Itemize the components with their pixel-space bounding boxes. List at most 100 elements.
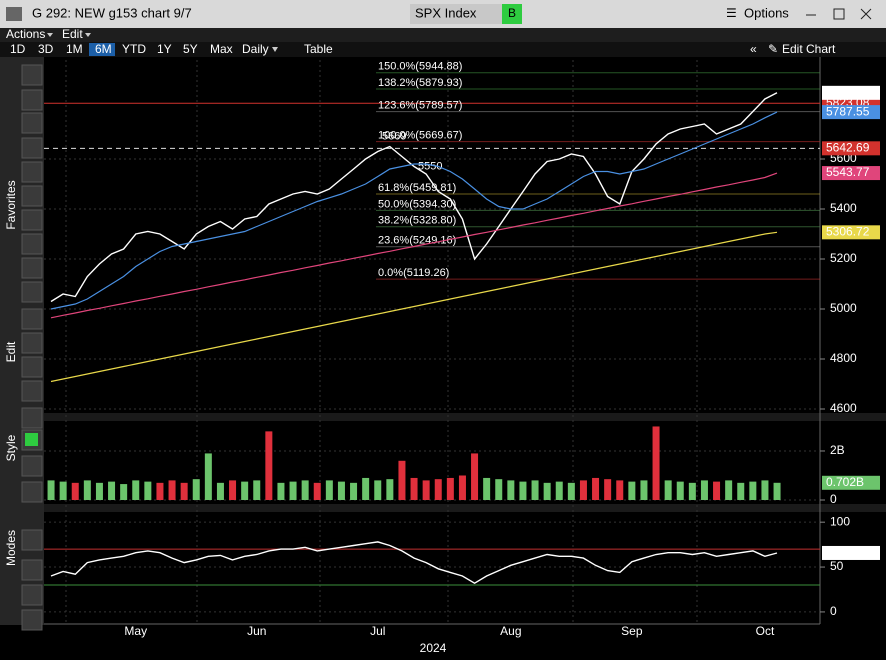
value-box-label: 5306.72 xyxy=(826,224,870,238)
volume-bar xyxy=(592,477,600,500)
tool-icon[interactable] xyxy=(21,356,43,378)
tool-icon[interactable] xyxy=(21,89,43,111)
tool-icon[interactable] xyxy=(21,185,43,207)
range-button[interactable]: 3D xyxy=(38,42,54,56)
volume-bar xyxy=(749,481,757,500)
edit-chart[interactable]: Edit Chart xyxy=(782,42,836,56)
volume-bar xyxy=(434,479,442,500)
security-field[interactable] xyxy=(410,4,502,24)
table-button[interactable]: Table xyxy=(304,42,333,56)
volume-bar xyxy=(616,480,624,500)
menu-bar xyxy=(0,28,886,42)
value-box-label: 5787.55 xyxy=(826,104,870,118)
menu-edit[interactable]: Edit xyxy=(62,27,83,41)
volume-bar xyxy=(120,484,128,500)
y-tick-label: 50 xyxy=(830,559,844,573)
volume-bar xyxy=(168,480,176,500)
fib-label: 50.0%(5394.30) xyxy=(378,198,456,210)
menu-arrow xyxy=(85,33,91,37)
value-box xyxy=(822,141,880,156)
tool-icon[interactable] xyxy=(21,407,43,429)
tool-icon[interactable] xyxy=(21,64,43,86)
volume-bar xyxy=(337,481,345,500)
value-box xyxy=(822,166,880,181)
volume-bar xyxy=(241,481,249,500)
menu-actions[interactable]: Actions xyxy=(6,27,45,41)
tool-icon[interactable] xyxy=(21,529,43,551)
pen-icon[interactable]: ✎ xyxy=(768,42,778,56)
range-button[interactable]: 5Y xyxy=(183,42,198,56)
tool-icon[interactable] xyxy=(21,233,43,255)
volume-bar xyxy=(313,482,321,500)
badge[interactable]: B xyxy=(508,6,516,20)
volume-bar xyxy=(700,480,708,500)
tool-icon[interactable] xyxy=(21,332,43,354)
tool-icon[interactable] xyxy=(21,161,43,183)
menu-arrow xyxy=(47,33,53,37)
volume-bar xyxy=(277,482,285,500)
value-box xyxy=(822,85,880,100)
volume-bar xyxy=(47,480,55,500)
value-box-label: 5642.69 xyxy=(826,140,870,154)
volume-bar xyxy=(410,477,418,500)
volume-bar xyxy=(144,481,152,500)
series-line xyxy=(50,231,778,383)
tool-icon[interactable] xyxy=(21,308,43,330)
y-tick-label: 0 xyxy=(830,604,837,618)
range-button[interactable]: 6M xyxy=(95,42,112,56)
tool-icon[interactable] xyxy=(21,609,43,631)
range-button[interactable]: YTD xyxy=(122,42,146,56)
volume-bar xyxy=(180,482,188,500)
x-tick-label: Aug xyxy=(500,624,521,638)
value-box-label: 5864.67 xyxy=(826,85,870,99)
volume-bar xyxy=(301,480,309,500)
volume-bar xyxy=(216,482,224,500)
tool-icon[interactable] xyxy=(21,281,43,303)
color-swatch[interactable] xyxy=(25,433,38,446)
volume-bar xyxy=(737,482,745,500)
tool-icon[interactable] xyxy=(21,455,43,477)
badge-box[interactable] xyxy=(502,4,522,24)
tool-icon[interactable] xyxy=(21,257,43,279)
volume-bar xyxy=(507,480,515,500)
value-box xyxy=(822,545,880,560)
tool-icon[interactable] xyxy=(21,209,43,231)
range-button[interactable]: Max xyxy=(210,42,233,56)
volume-bar xyxy=(253,480,261,500)
fib-label: 61.8%(5459.81) xyxy=(378,182,456,194)
volume-bar xyxy=(386,479,394,500)
tool-icon[interactable] xyxy=(21,559,43,581)
security[interactable]: SPX Index xyxy=(415,5,477,20)
tool-icon[interactable] xyxy=(21,112,43,134)
range-button[interactable]: 1M xyxy=(66,42,83,56)
tool-icons xyxy=(21,64,43,631)
x-tick-label: Sep xyxy=(621,624,643,638)
options-icon[interactable]: ☰ xyxy=(726,6,737,20)
range-active xyxy=(89,43,115,56)
y-tick-label: 2B xyxy=(830,443,845,457)
toolbar xyxy=(0,42,886,57)
volume-bar xyxy=(531,480,539,500)
fib-label: 138.2%(5879.93) xyxy=(378,77,462,89)
fib-label: 23.6%(5249.16) xyxy=(378,235,456,247)
tool-icon[interactable] xyxy=(21,137,43,159)
tool-icon[interactable] xyxy=(21,584,43,606)
volume-bar xyxy=(71,482,79,500)
close[interactable] xyxy=(860,8,872,20)
y-tick-label: 5400 xyxy=(830,201,857,215)
volume-bar xyxy=(132,480,140,500)
range-button[interactable]: 1Y xyxy=(157,42,172,56)
y-tick-label: 4800 xyxy=(830,351,857,365)
volume-bar xyxy=(555,481,563,500)
volume-bar xyxy=(83,480,91,500)
app-icon xyxy=(6,7,22,21)
collapse-icon[interactable]: « xyxy=(750,42,757,56)
x-tick-label: Jul xyxy=(370,624,385,638)
y-tick-label: 5200 xyxy=(830,251,857,265)
frequency[interactable]: Daily xyxy=(242,42,269,56)
options[interactable]: Options xyxy=(744,5,789,20)
range-button[interactable]: 1D xyxy=(10,42,26,56)
maximize[interactable] xyxy=(833,8,845,20)
tool-icon[interactable] xyxy=(21,380,43,402)
tool-icon[interactable] xyxy=(21,481,43,503)
